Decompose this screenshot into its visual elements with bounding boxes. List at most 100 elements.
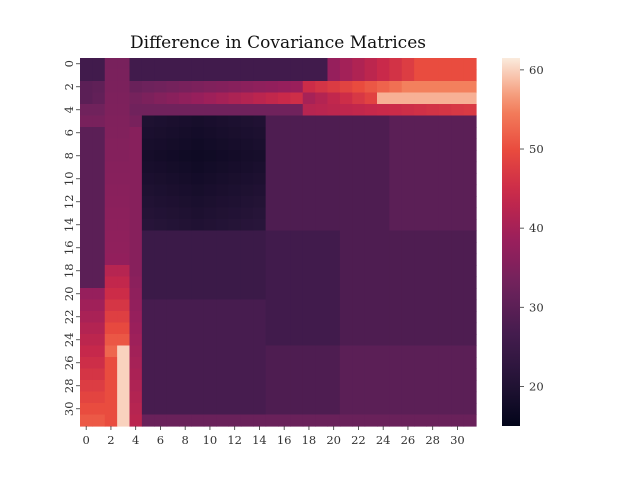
heatmap-cell [265, 69, 279, 82]
heatmap-cell [463, 138, 477, 151]
heatmap-cell [240, 368, 254, 381]
y-tick-label: 2 [62, 83, 76, 90]
heatmap-cell [339, 368, 353, 381]
heatmap-cell [278, 127, 291, 140]
heatmap-cell [315, 380, 329, 393]
heatmap-cell [216, 161, 230, 174]
heatmap-cell [141, 276, 155, 289]
heatmap-cell [92, 357, 106, 370]
heatmap-cell [414, 104, 428, 117]
heatmap-cell [129, 345, 143, 358]
heatmap-cell [463, 357, 477, 370]
heatmap-cell [129, 127, 143, 140]
heatmap-cell [364, 127, 378, 140]
heatmap-cell [451, 230, 465, 243]
heatmap-cell [290, 265, 304, 278]
heatmap-cell [117, 127, 131, 140]
heatmap-cell [166, 276, 180, 289]
heatmap-cell [352, 115, 366, 128]
heatmap-cell [92, 345, 106, 358]
heatmap-cell [352, 150, 366, 163]
heatmap-cell [179, 242, 192, 255]
heatmap-cell [290, 81, 304, 94]
heatmap-cell [216, 138, 230, 151]
heatmap-cell [240, 219, 254, 232]
heatmap-cell [203, 138, 217, 151]
heatmap-cell [216, 184, 230, 197]
heatmap-cell [154, 184, 168, 197]
heatmap-cell [278, 196, 291, 209]
heatmap-cell [179, 368, 192, 381]
heatmap-cell [290, 345, 304, 358]
heatmap-cell [104, 230, 118, 243]
heatmap-cell [278, 184, 291, 197]
colorbar-tick-label: 40 [529, 221, 544, 235]
heatmap-cell [438, 253, 452, 266]
heatmap-cell [389, 104, 403, 117]
heatmap-cell [228, 288, 242, 301]
heatmap-cell [80, 184, 93, 197]
heatmap-cell [141, 173, 155, 186]
heatmap-cell [438, 242, 452, 255]
heatmap-cell [414, 276, 428, 289]
heatmap-cell [203, 115, 217, 128]
heatmap-cell [451, 357, 465, 370]
y-tick-label: 20 [62, 286, 76, 301]
heatmap-cell [451, 81, 465, 94]
heatmap-cell [327, 242, 341, 255]
heatmap-cell [463, 345, 477, 358]
heatmap-cell [141, 92, 155, 105]
heatmap-cell [191, 368, 205, 381]
heatmap-cell [191, 265, 205, 278]
heatmap-cell [451, 161, 465, 174]
heatmap-cell [426, 150, 440, 163]
heatmap-cell [228, 322, 242, 335]
heatmap-cell [438, 391, 452, 404]
heatmap-cell [302, 322, 316, 335]
x-axis-ticks: 0 2 4 6 8 10 12 14 16 18 20 22 24 26 28 30 [83, 426, 465, 447]
heatmap-cell [117, 311, 131, 324]
heatmap-cell [414, 173, 428, 186]
heatmap-cell [92, 230, 106, 243]
heatmap-cell [228, 253, 242, 266]
heatmap-cell [414, 184, 428, 197]
heatmap-cell [240, 334, 254, 347]
heatmap-cell [179, 230, 192, 243]
heatmap-cell [352, 414, 366, 427]
heatmap-cell [179, 357, 192, 370]
heatmap-cell [451, 58, 465, 71]
heatmap-cell [141, 150, 155, 163]
heatmap-cell [191, 150, 205, 163]
heatmap-cell [401, 311, 415, 324]
heatmap-cell [302, 81, 316, 94]
heatmap-cell [203, 414, 217, 427]
heatmap-cell [451, 288, 465, 301]
heatmap-cell [401, 299, 415, 312]
heatmap-cell [414, 380, 428, 393]
heatmap-cell [154, 391, 168, 404]
heatmap-cell [278, 69, 291, 82]
heatmap-cell [463, 161, 477, 174]
heatmap-cell [426, 265, 440, 278]
heatmap-cell [117, 219, 131, 232]
heatmap-cell [179, 380, 192, 393]
heatmap-cell [315, 58, 329, 71]
heatmap-cell [463, 69, 477, 82]
heatmap-cell [426, 58, 440, 71]
heatmap-cell [253, 138, 267, 151]
heatmap-cell [179, 184, 192, 197]
heatmap-cell [401, 104, 415, 117]
heatmap-cell [154, 288, 168, 301]
heatmap-cell [438, 403, 452, 416]
heatmap-cell [278, 334, 291, 347]
heatmap-cell [463, 196, 477, 209]
heatmap-cell [290, 173, 304, 186]
heatmap-cell [352, 253, 366, 266]
heatmap-cell [265, 138, 279, 151]
heatmap-cell [154, 138, 168, 151]
heatmap-cell [80, 207, 93, 220]
heatmap-cell [315, 184, 329, 197]
heatmap-cell [327, 299, 341, 312]
heatmap-cell [166, 299, 180, 312]
heatmap-cell [265, 81, 279, 94]
